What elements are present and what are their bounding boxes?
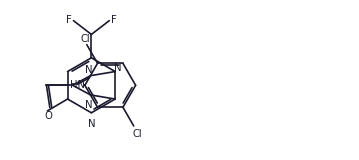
Text: F: F <box>111 15 117 25</box>
Text: N: N <box>88 119 95 129</box>
Text: N: N <box>85 100 93 110</box>
Text: N: N <box>114 63 122 73</box>
Text: O: O <box>45 111 53 121</box>
Text: N: N <box>85 65 93 75</box>
Text: F: F <box>66 15 72 25</box>
Text: Cl: Cl <box>80 34 90 44</box>
Text: HN: HN <box>70 80 85 90</box>
Text: Cl: Cl <box>132 129 142 139</box>
